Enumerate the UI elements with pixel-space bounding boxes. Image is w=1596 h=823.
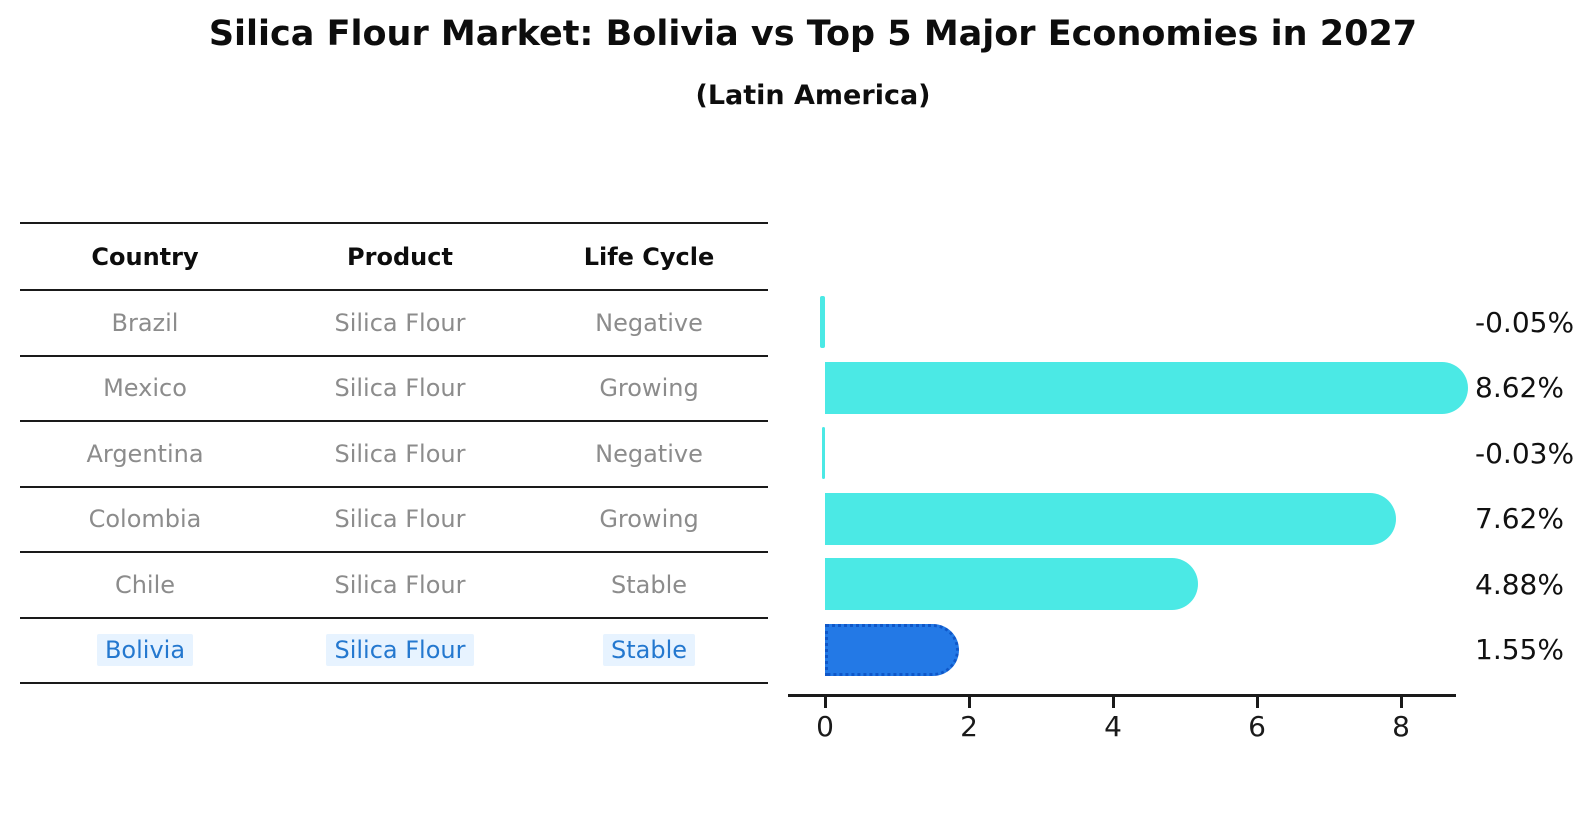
table-cell-product-text: Silica Flour xyxy=(326,634,474,667)
table-cell-product-text: Silica Flour xyxy=(334,439,466,468)
bar-chile xyxy=(825,558,1199,610)
table-cell-country-text: Colombia xyxy=(88,505,202,534)
table-header-product: Product xyxy=(347,242,453,271)
bar-argentina xyxy=(822,427,825,479)
chart-subtitle: (Latin America) xyxy=(695,80,931,111)
table-header-country: Country xyxy=(91,242,199,271)
bar-bolivia xyxy=(825,623,959,676)
table-header-lifecycle: Life Cycle xyxy=(583,242,715,271)
table-cell-product: Silica Flour xyxy=(270,309,530,337)
bar-value-label: 7.62% xyxy=(1475,502,1564,535)
x-axis-tick-label: 0 xyxy=(816,710,834,743)
table-cell-product: Silica Flour xyxy=(270,634,530,667)
bar-mexico xyxy=(825,361,1468,414)
table-row: Mexico Silica Flour Growing xyxy=(20,357,768,422)
country-table: Country Product Life Cycle Brazil Silica … xyxy=(20,222,768,684)
table-header-row: Country Product Life Cycle xyxy=(20,224,768,291)
table-cell-country: Brazil xyxy=(20,309,270,337)
table-cell-product-text: Silica Flour xyxy=(334,505,466,534)
table-cell-country-text: Brazil xyxy=(111,308,179,337)
x-axis-tick-label: 4 xyxy=(1104,710,1122,743)
table-cell-country: Chile xyxy=(20,571,270,599)
table-cell-lifecycle: Stable xyxy=(530,634,768,667)
bar-value-label: 1.55% xyxy=(1475,633,1564,666)
table-row: Argentina Silica Flour Negative xyxy=(20,422,768,488)
table-cell-product: Silica Flour xyxy=(270,374,530,402)
table-cell-lifecycle-text: Negative xyxy=(595,308,703,337)
table-cell-product-text: Silica Flour xyxy=(334,570,466,599)
x-axis-tick-label: 6 xyxy=(1248,710,1266,743)
table-cell-lifecycle: Negative xyxy=(530,440,768,468)
table-cell-country-text: Chile xyxy=(114,570,176,599)
table-row: Brazil Silica Flour Negative xyxy=(20,291,768,357)
x-axis-line xyxy=(788,694,1456,697)
table-cell-country: Bolivia xyxy=(20,634,270,667)
table-cell-product: Silica Flour xyxy=(270,440,530,468)
table-cell-country: Argentina xyxy=(20,440,270,468)
table-cell-product: Silica Flour xyxy=(270,505,530,533)
table-cell-country-text: Argentina xyxy=(86,439,204,468)
x-axis-tick xyxy=(1400,697,1403,708)
bar-value-label: 4.88% xyxy=(1475,567,1564,601)
table-cell-product-text: Silica Flour xyxy=(334,308,466,337)
bar-value-label: -0.03% xyxy=(1475,436,1575,470)
table-row: Bolivia Silica Flour Stable xyxy=(20,619,768,684)
x-axis-tick xyxy=(1112,697,1115,708)
x-axis-tick-label: 2 xyxy=(960,710,978,743)
table-row: Chile Silica Flour Stable xyxy=(20,553,768,619)
table-cell-country-text: Bolivia xyxy=(96,634,194,667)
table-cell-product: Silica Flour xyxy=(270,571,530,599)
x-axis-tick xyxy=(824,697,827,708)
bar-colombia xyxy=(825,492,1396,545)
x-axis-tick xyxy=(1256,697,1259,708)
table-cell-lifecycle: Stable xyxy=(530,571,768,599)
table-cell-lifecycle-text: Negative xyxy=(595,439,703,468)
table-cell-product-text: Silica Flour xyxy=(334,374,466,403)
table-cell-lifecycle-text: Stable xyxy=(610,570,688,599)
table-cell-lifecycle-text: Growing xyxy=(599,374,699,403)
x-axis-tick-label: 8 xyxy=(1392,710,1410,743)
table-cell-lifecycle-text: Growing xyxy=(599,505,699,534)
bar-value-label: 8.62% xyxy=(1475,371,1564,404)
table-cell-lifecycle: Growing xyxy=(530,374,768,402)
table-row: Colombia Silica Flour Growing xyxy=(20,488,768,553)
table-cell-lifecycle-text: Stable xyxy=(602,634,696,667)
table-cell-country: Colombia xyxy=(20,505,270,533)
chart-title: Silica Flour Market: Bolivia vs Top 5 Ma… xyxy=(208,14,1418,54)
bar-value-label: -0.05% xyxy=(1475,305,1575,339)
table-cell-country-text: Mexico xyxy=(103,374,187,403)
table-cell-lifecycle: Growing xyxy=(530,505,768,533)
table-cell-lifecycle: Negative xyxy=(530,309,768,337)
x-axis-tick xyxy=(968,697,971,708)
bar-brazil xyxy=(820,296,825,348)
table-cell-country: Mexico xyxy=(20,374,270,402)
